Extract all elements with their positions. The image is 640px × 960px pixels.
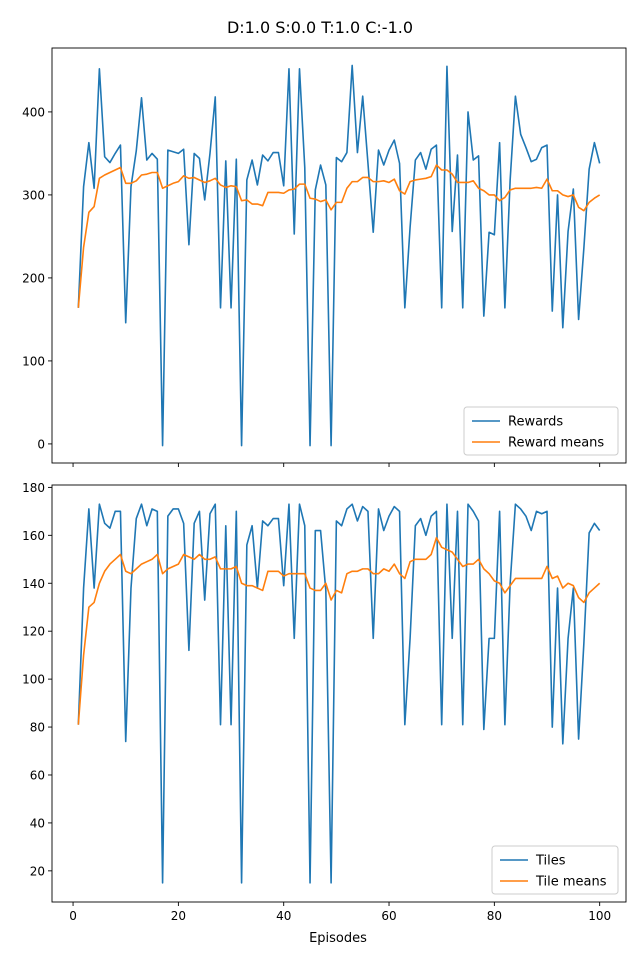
- y-tick-label: 160: [22, 529, 45, 543]
- figure-title: D:1.0 S:0.0 T:1.0 C:-1.0: [227, 18, 413, 37]
- y-tick-label: 100: [22, 673, 45, 687]
- series-line-2: [77, 164, 601, 308]
- axes-frame: [51, 484, 627, 903]
- series-line-1: [77, 503, 601, 884]
- x-tick-label: 20: [171, 909, 186, 923]
- y-tick-label: 40: [30, 816, 45, 830]
- legend-label-1: Tiles: [535, 854, 566, 869]
- y-tick-label: 180: [22, 481, 45, 495]
- legend-box: [463, 406, 619, 456]
- x-tick-label: 40: [276, 909, 291, 923]
- series-line-2: [77, 536, 601, 725]
- legend-label-1: Rewards: [508, 415, 563, 430]
- legend-label-2: Reward means: [508, 436, 604, 451]
- y-tick-label: 200: [22, 271, 45, 285]
- axes-frame: [51, 47, 627, 464]
- x-axis-label: Episodes: [309, 931, 367, 946]
- y-tick-label: 300: [22, 188, 45, 202]
- x-tick-label: 60: [381, 909, 396, 923]
- y-tick-label: 60: [30, 768, 45, 782]
- y-tick-label: 100: [22, 354, 45, 368]
- y-tick-label: 140: [22, 577, 45, 591]
- tiles-plot: 0 20 40 60 80 100 20 40 60 80 100 120 140 160 180 Tiles…: [22, 481, 627, 923]
- y-tick-label: 400: [22, 105, 45, 119]
- y-tick-label: 0: [37, 437, 45, 451]
- legend-label-2: Tile means: [535, 875, 607, 890]
- series-line-1: [77, 64, 601, 447]
- x-tick-label: 0: [69, 909, 77, 923]
- legend-box: [491, 845, 619, 895]
- y-tick-label: 80: [30, 721, 45, 735]
- x-tick-label: 80: [487, 909, 502, 923]
- legend: Rewards Reward means: [463, 406, 619, 456]
- x-tick-label: 100: [588, 909, 611, 923]
- y-tick-label: 20: [30, 864, 45, 878]
- y-tick-label: 120: [22, 625, 45, 639]
- rewards-plot: 0 100 200 300 400 Rewards Reward means: [22, 47, 627, 467]
- legend: Tiles Tile means: [491, 845, 619, 895]
